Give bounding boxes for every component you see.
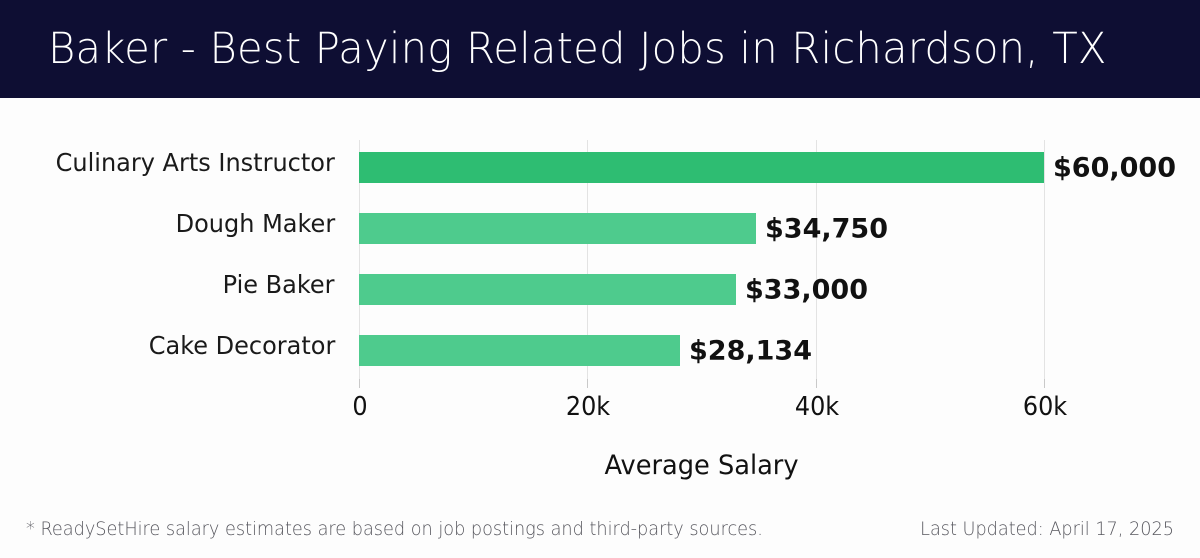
- footer-last-updated: Last Updated: April 17, 2025: [920, 518, 1174, 540]
- footer-disclaimer: * ReadySetHire salary estimates are base…: [26, 518, 763, 540]
- bar-cake-decorator[interactable]: [359, 335, 680, 366]
- bar-value-1: $34,750: [765, 213, 888, 244]
- xtick-label-0: 0: [352, 392, 368, 422]
- bar-value-0: $60,000: [1053, 152, 1176, 183]
- bar-pie-baker[interactable]: [359, 274, 736, 305]
- gridline-40k: [816, 140, 817, 379]
- bar-row-1[interactable]: $34,750: [359, 213, 1044, 244]
- xtick-label-20k: 20k: [565, 392, 611, 422]
- category-label-2: Pie Baker: [223, 270, 335, 299]
- xtick-label-60k: 60k: [1022, 392, 1068, 422]
- xtick-0: [359, 379, 360, 388]
- gridline-60k: [1044, 140, 1045, 379]
- gridline-20k: [587, 140, 588, 379]
- category-label-1: Dough Maker: [175, 209, 335, 238]
- page-header: Baker - Best Paying Related Jobs in Rich…: [0, 0, 1200, 98]
- xtick-40k: [816, 379, 817, 388]
- bar-value-2: $33,000: [745, 274, 868, 305]
- bar-chart: Culinary Arts Instructor Dough Maker Pie…: [0, 98, 1200, 488]
- x-axis-title: Average Salary: [604, 450, 799, 481]
- category-label-3: Cake Decorator: [148, 331, 335, 360]
- xtick-60k: [1044, 379, 1045, 388]
- bar-row-0[interactable]: $60,000: [359, 152, 1176, 183]
- page-footer: * ReadySetHire salary estimates are base…: [0, 505, 1200, 558]
- xtick-20k: [587, 379, 588, 388]
- gridline-0: [359, 140, 360, 379]
- bar-row-3[interactable]: $28,134: [359, 335, 1044, 366]
- plot-area: 0 20k 40k 60k $60,000 $34,750 $33,000 $2…: [352, 140, 1176, 422]
- bar-culinary-arts-instructor[interactable]: [359, 152, 1044, 183]
- bar-row-2[interactable]: $33,000: [359, 274, 1044, 305]
- bar-dough-maker[interactable]: [359, 213, 756, 244]
- page-title: Baker - Best Paying Related Jobs in Rich…: [48, 23, 1107, 74]
- bar-value-3: $28,134: [689, 335, 812, 366]
- xtick-label-40k: 40k: [794, 392, 840, 422]
- category-label-0: Culinary Arts Instructor: [55, 148, 335, 177]
